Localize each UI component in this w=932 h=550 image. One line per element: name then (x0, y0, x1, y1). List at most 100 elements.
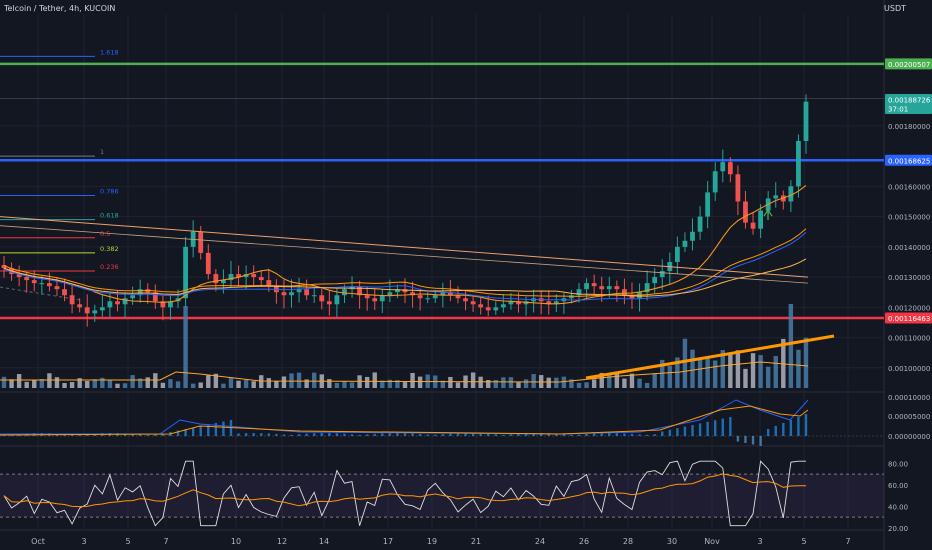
volume-bar (584, 382, 589, 388)
volume-bar (221, 383, 226, 388)
volume-bar (130, 375, 135, 388)
candle-body (31, 280, 37, 284)
candle-body (107, 301, 113, 308)
volume-bar (342, 381, 347, 388)
volume-bar (9, 379, 14, 388)
volume-bar (32, 379, 37, 388)
macd-histogram-bar (237, 433, 240, 436)
volume-bar (690, 349, 695, 388)
volume-bar (803, 337, 809, 388)
x-tick-label: 7 (845, 537, 850, 546)
volume-bar (137, 378, 143, 388)
rsi-y-tick-label: 20.00 (888, 525, 908, 533)
macd-histogram-bar (539, 433, 543, 436)
volume-bar (92, 379, 97, 388)
volume-bar (735, 350, 741, 388)
x-tick-label: 24 (535, 537, 545, 546)
y-tick-label: 0.00100000 (888, 365, 930, 373)
volume-bar (554, 377, 559, 388)
volume-bar (675, 357, 680, 388)
volume-bar (576, 382, 582, 388)
candle-body (304, 289, 310, 296)
macd-histogram-bar (630, 433, 634, 436)
currency-label: USDT (884, 4, 906, 13)
volume-bar (750, 353, 756, 388)
macd-histogram-bar (759, 436, 762, 446)
macd-histogram-bar (736, 436, 740, 442)
price-tag (885, 154, 932, 166)
volume-bar (160, 382, 166, 388)
volume-bar (591, 379, 597, 388)
macd-histogram-bar (577, 434, 581, 436)
macd-histogram-bar (86, 433, 89, 436)
x-tick-label: 3 (757, 537, 762, 546)
volume-bar (410, 372, 415, 388)
rsi-y-tick-label: 40.00 (888, 503, 908, 511)
macd-histogram-bar (426, 434, 429, 436)
macd-histogram-bar (502, 434, 505, 436)
macd-histogram-bar (638, 434, 641, 436)
volume-bar (251, 381, 256, 388)
candle-body (357, 286, 363, 296)
macd-histogram-bar (161, 433, 165, 436)
x-tick-label: 5 (125, 537, 130, 546)
macd-histogram-bar (207, 424, 210, 436)
macd-histogram-bar (358, 434, 361, 436)
candle-body (152, 292, 158, 302)
candle-body (432, 295, 438, 299)
volume-bar (198, 382, 203, 388)
macd-histogram-bar (131, 433, 134, 436)
x-tick-label: 21 (471, 537, 481, 546)
x-tick-label: 28 (623, 537, 633, 546)
candle-body (24, 277, 30, 281)
fib-level-label: 0.618 (100, 212, 119, 220)
x-tick-label: 3 (81, 537, 86, 546)
macd-histogram-bar (282, 434, 286, 436)
macd-histogram-bar (524, 433, 528, 436)
macd-histogram-bar (782, 423, 785, 436)
candle-body (395, 289, 400, 293)
macd-histogram-bar (471, 433, 475, 436)
macd-histogram-bar (517, 433, 520, 436)
macd-histogram-bar (388, 433, 392, 436)
macd-histogram-bar (729, 417, 732, 436)
macd-histogram-bar (744, 436, 747, 443)
macd-histogram-bar (191, 427, 195, 436)
candle-body (175, 298, 181, 302)
moving-average-line (3, 184, 807, 305)
macd-histogram-bar (138, 434, 142, 436)
chart-title: Telcoin / Tether, 4h, KUCOIN (4, 4, 116, 13)
volume-bar (569, 379, 574, 388)
macd-histogram-bar (260, 433, 263, 436)
macd-histogram-bar (305, 433, 308, 436)
candle-body (750, 222, 756, 229)
volume-bar (16, 374, 22, 388)
macd-histogram-bar (396, 433, 399, 436)
dashed-trendline (0, 286, 81, 301)
rsi-y-tick-label: 60.00 (888, 482, 908, 490)
macd-histogram-bar (464, 433, 467, 436)
volume-bar (713, 360, 718, 388)
volume-bar (281, 376, 287, 388)
macd-histogram-bar (381, 433, 384, 436)
candle-body (773, 195, 779, 199)
fib-level-label: 0.5 (100, 230, 110, 238)
candle-body (46, 283, 52, 287)
x-tick-label: 17 (383, 537, 393, 546)
macd-histogram-bar (653, 434, 656, 436)
macd-histogram-bar (706, 421, 709, 436)
candle-body (758, 210, 764, 229)
x-tick-label: 12 (277, 537, 287, 546)
fib-level-label: 1 (100, 148, 104, 156)
y-tick-label: 0.00120000 (888, 304, 930, 312)
candle-body (266, 280, 272, 287)
volume-bar (561, 376, 567, 388)
volume-bar (266, 378, 272, 388)
macd-histogram-bar (78, 434, 81, 436)
macd-histogram-bar (645, 434, 649, 436)
volume-bar (629, 373, 635, 388)
fib-level-label: 1.618 (100, 48, 119, 56)
volume-bar (607, 374, 612, 388)
candle-body (92, 310, 98, 314)
